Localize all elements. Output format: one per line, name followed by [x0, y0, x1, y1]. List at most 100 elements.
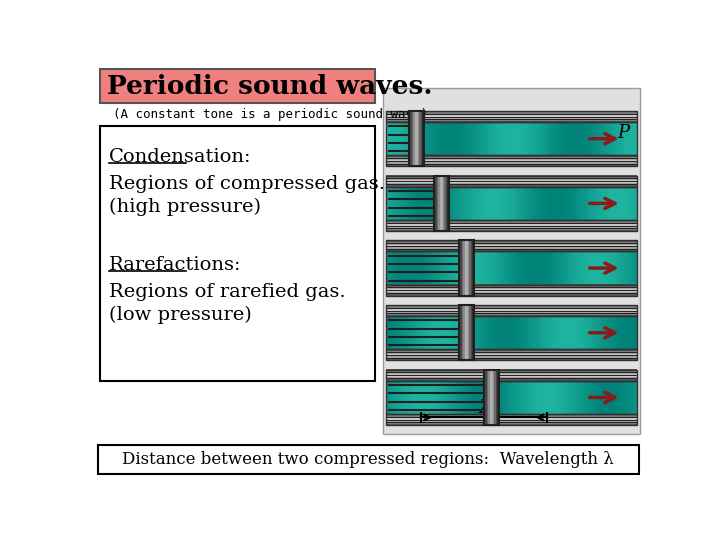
Bar	[472, 252, 474, 285]
Bar	[575, 316, 577, 349]
Bar	[497, 252, 499, 285]
Bar	[469, 187, 472, 220]
Bar	[570, 187, 572, 220]
Bar	[622, 316, 625, 349]
Bar	[386, 370, 637, 381]
Bar	[591, 252, 593, 285]
Bar	[390, 122, 392, 156]
Bar	[568, 316, 570, 349]
Bar	[465, 252, 468, 285]
Bar	[522, 252, 524, 285]
Bar	[528, 187, 531, 220]
Bar	[593, 187, 595, 220]
Bar	[395, 252, 397, 285]
Bar	[503, 252, 505, 285]
Bar	[451, 252, 454, 285]
Bar	[499, 252, 501, 285]
Bar	[570, 122, 572, 156]
Bar	[386, 293, 637, 294]
Bar	[513, 252, 516, 285]
Bar	[436, 381, 438, 414]
Bar	[566, 381, 568, 414]
Bar	[580, 316, 583, 349]
Bar	[471, 305, 472, 361]
Bar	[434, 252, 436, 285]
Bar	[409, 122, 411, 156]
Bar	[566, 252, 568, 285]
Bar	[562, 187, 564, 220]
Bar	[564, 381, 566, 414]
Bar	[566, 187, 568, 220]
Bar	[559, 187, 562, 220]
Bar	[444, 316, 447, 349]
Bar	[386, 225, 637, 227]
Bar	[411, 122, 413, 156]
Bar	[386, 157, 637, 158]
Bar	[557, 122, 560, 156]
Bar	[423, 187, 426, 220]
Bar	[541, 316, 543, 349]
Bar	[612, 187, 614, 220]
Bar	[465, 316, 468, 349]
Bar	[418, 122, 420, 156]
Bar	[405, 122, 408, 156]
Bar	[578, 252, 581, 285]
Bar	[423, 381, 426, 414]
Bar	[455, 316, 457, 349]
Bar	[462, 381, 464, 414]
Bar	[589, 381, 591, 414]
Bar	[409, 187, 411, 220]
Bar	[462, 305, 464, 361]
Bar	[518, 316, 521, 349]
Bar	[612, 381, 614, 414]
Bar	[505, 187, 508, 220]
Bar	[618, 122, 621, 156]
Bar	[614, 122, 616, 156]
Bar	[386, 285, 637, 296]
Bar	[552, 316, 554, 349]
Bar	[496, 370, 498, 425]
Bar	[400, 381, 403, 414]
Bar	[543, 316, 545, 349]
Bar	[386, 247, 637, 249]
Bar	[469, 381, 472, 414]
Bar	[572, 316, 575, 349]
Bar	[530, 316, 533, 349]
Bar	[626, 381, 629, 414]
Bar	[580, 381, 583, 414]
Bar	[383, 88, 640, 434]
Bar	[408, 111, 423, 166]
Bar	[386, 252, 388, 285]
Bar	[440, 176, 441, 231]
Bar	[614, 316, 616, 349]
Bar	[633, 187, 635, 220]
Bar	[490, 370, 492, 425]
Bar	[405, 381, 408, 414]
Bar	[478, 252, 480, 285]
Bar	[442, 381, 445, 414]
Bar	[395, 187, 397, 220]
Bar	[553, 187, 556, 220]
Bar	[386, 177, 637, 178]
Bar	[513, 122, 516, 156]
Bar	[629, 252, 631, 285]
Bar	[386, 241, 637, 243]
Bar	[386, 116, 637, 118]
Bar	[441, 252, 443, 285]
Bar	[539, 316, 541, 349]
Bar	[447, 176, 449, 231]
Bar	[386, 155, 637, 157]
Bar	[386, 118, 637, 119]
Bar	[420, 381, 422, 414]
Bar	[390, 187, 392, 220]
Bar	[576, 252, 579, 285]
Bar	[549, 252, 552, 285]
Bar	[568, 252, 570, 285]
Bar	[545, 252, 547, 285]
Bar	[520, 316, 522, 349]
Bar	[622, 381, 625, 414]
Bar	[476, 381, 478, 414]
Bar	[451, 122, 454, 156]
Bar	[633, 316, 635, 349]
Bar	[428, 252, 431, 285]
